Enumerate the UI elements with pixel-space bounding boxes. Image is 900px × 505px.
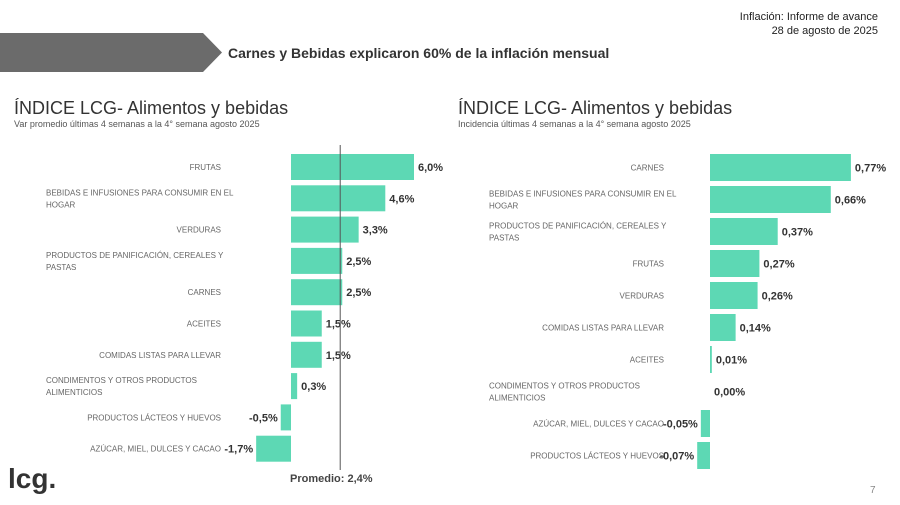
category-label: AZÚCAR, MIEL, DULCES Y CACAO	[533, 420, 664, 429]
category-label: ALIMENTICIOS	[46, 388, 102, 397]
category-label: CARNES	[188, 288, 221, 297]
category-label: ALIMENTICIOS	[489, 394, 545, 403]
lcg-logo: lcg.	[8, 463, 57, 494]
banner-arrow	[0, 33, 222, 72]
data-label: 0,27%	[763, 259, 794, 271]
category-label: HOGAR	[46, 200, 76, 209]
bar	[697, 442, 710, 469]
report-title: Inflación: Informe de avance	[739, 11, 878, 23]
category-label: ACEITES	[630, 356, 664, 365]
bar	[710, 154, 851, 181]
data-label: 4,6%	[389, 193, 414, 205]
bar	[291, 185, 386, 212]
category-label: BEBIDAS E INFUSIONES PARA CONSUMIR EN EL	[46, 188, 234, 197]
category-label: PASTAS	[489, 234, 519, 243]
data-label: 0,01%	[716, 355, 747, 367]
data-label: 3,3%	[363, 225, 388, 237]
data-label: 0,26%	[762, 291, 793, 303]
chart-subtitle: Incidencia últimas 4 semanas a la 4° sem…	[458, 119, 691, 129]
average-label: Promedio: 2,4%	[290, 473, 373, 485]
category-label: PRODUCTOS LÁCTEOS Y HUEVOS	[87, 413, 221, 422]
category-label: PRODUCTOS LÁCTEOS Y HUEVOS	[530, 452, 664, 461]
data-label: 0,3%	[301, 381, 326, 393]
bar	[291, 154, 414, 180]
bar	[710, 346, 712, 373]
data-label: -1,7%	[224, 444, 253, 456]
bar	[280, 404, 291, 431]
data-label: 0,00%	[714, 387, 745, 399]
bar	[291, 279, 343, 306]
bar	[291, 373, 298, 400]
category-label: PASTAS	[46, 263, 76, 272]
category-label: AZÚCAR, MIEL, DULCES Y CACAO	[90, 445, 221, 454]
data-label: 1,5%	[326, 319, 351, 331]
data-label: 1,5%	[326, 350, 351, 362]
data-label: 2,5%	[346, 256, 371, 268]
report-info: Inflación: Informe de avance 28 de agost…	[740, 10, 878, 38]
category-label: FRUTAS	[633, 260, 664, 269]
category-label: PRODUCTOS DE PANIFICACIÓN, CEREALES Y	[489, 222, 667, 231]
data-label: 0,66%	[835, 195, 866, 207]
bar	[291, 310, 322, 337]
data-label: -0,5%	[249, 412, 278, 424]
chart-subtitle: Var promedio últimas 4 semanas a la 4° s…	[14, 119, 260, 129]
bar	[291, 216, 359, 243]
category-label: VERDURAS	[620, 292, 664, 301]
bar	[291, 247, 343, 274]
data-label: 0,14%	[740, 323, 771, 335]
bar	[710, 250, 760, 277]
data-label: -0,07%	[659, 451, 694, 463]
bar	[700, 410, 710, 437]
data-label: 2,5%	[346, 287, 371, 299]
chart-right-header: ÍNDICE LCG- Alimentos y bebidas Incidenc…	[458, 98, 732, 129]
category-label: BEBIDAS E INFUSIONES PARA CONSUMIR EN EL	[489, 190, 677, 199]
data-label: 0,77%	[855, 163, 886, 175]
category-label: VERDURAS	[177, 226, 221, 235]
data-label: 6,0%	[418, 162, 443, 174]
data-label: 0,37%	[782, 227, 813, 239]
bar	[710, 282, 758, 309]
category-label: ACEITES	[187, 320, 221, 329]
category-label: COMIDAS LISTAS PARA LLEVAR	[542, 324, 664, 333]
report-date: 28 de agosto de 2025	[771, 25, 878, 37]
category-label: FRUTAS	[190, 163, 221, 172]
category-label: HOGAR	[489, 202, 519, 211]
category-label: CONDIMENTOS Y OTROS PRODUCTOS	[489, 382, 640, 391]
chart-title: ÍNDICE LCG- Alimentos y bebidas	[458, 98, 733, 118]
category-label: CONDIMENTOS Y OTROS PRODUCTOS	[46, 376, 197, 385]
category-label: PRODUCTOS DE PANIFICACIÓN, CEREALES Y	[46, 251, 224, 260]
headline: Carnes y Bebidas explicaron 60% de la in…	[228, 45, 610, 61]
page-number: 7	[870, 485, 876, 496]
bar	[256, 435, 291, 462]
bar	[291, 341, 322, 368]
bar	[710, 218, 778, 245]
bar	[710, 314, 736, 341]
data-label: -0,05%	[663, 419, 698, 431]
category-label: COMIDAS LISTAS PARA LLEVAR	[99, 351, 221, 360]
bar	[710, 186, 831, 213]
chart-title: ÍNDICE LCG- Alimentos y bebidas	[14, 98, 289, 118]
chart-left-header: ÍNDICE LCG- Alimentos y bebidas Var prom…	[14, 98, 288, 129]
category-label: CARNES	[631, 164, 664, 173]
